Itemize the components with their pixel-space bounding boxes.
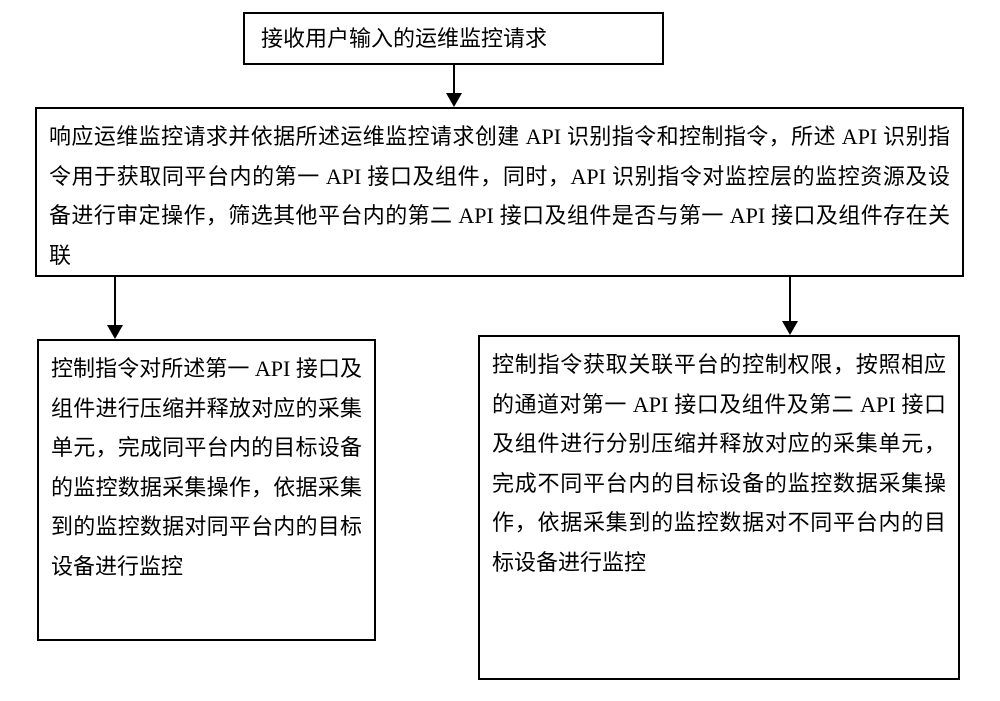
arrow-mid-to-br (780, 277, 800, 335)
flow-node-top-text: 接收用户输入的运维监控请求 (261, 19, 547, 59)
flow-node-bl-text: 控制指令对所述第一 API 接口及组件进行压缩并释放对应的采集单元，完成同平台内… (51, 356, 362, 579)
flow-node-bottom-left: 控制指令对所述第一 API 接口及组件进行压缩并释放对应的采集单元，完成同平台内… (37, 339, 376, 641)
arrow-mid-to-bl (105, 277, 125, 339)
flow-node-mid-text: 响应运维监控请求并依据所述运维监控请求创建 API 识别指令和控制指令，所述 A… (49, 124, 950, 268)
flow-node-br-text: 控制指令获取关联平台的控制权限，按照相应的通道对第一 API 接口及组件及第二 … (492, 352, 946, 575)
arrow-top-to-mid (444, 65, 464, 107)
flow-node-top: 接收用户输入的运维监控请求 (243, 12, 664, 65)
flow-node-mid: 响应运维监控请求并依据所述运维监控请求创建 API 识别指令和控制指令，所述 A… (35, 107, 964, 277)
flow-node-bottom-right: 控制指令获取关联平台的控制权限，按照相应的通道对第一 API 接口及组件及第二 … (478, 335, 960, 680)
